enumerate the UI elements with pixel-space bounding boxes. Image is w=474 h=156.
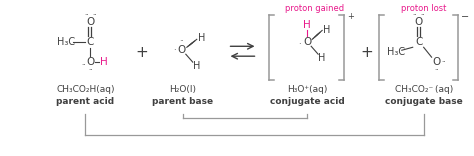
Text: ··: ··: [441, 59, 446, 65]
Text: CH₃CO₂H(aq): CH₃CO₂H(aq): [56, 85, 115, 94]
Text: H: H: [303, 20, 311, 30]
Text: O: O: [415, 17, 423, 27]
Text: ·: ·: [173, 46, 176, 55]
Text: +: +: [361, 45, 374, 60]
Text: O: O: [86, 17, 94, 27]
Text: ··: ··: [420, 13, 425, 19]
Text: O: O: [303, 37, 311, 47]
Text: H₃O⁺(aq): H₃O⁺(aq): [287, 85, 328, 94]
Text: C: C: [415, 37, 422, 47]
Text: H: H: [323, 25, 331, 35]
Text: ·: ·: [298, 40, 301, 49]
Text: ··: ··: [434, 67, 439, 73]
Text: parent acid: parent acid: [56, 97, 114, 106]
Text: H₃C: H₃C: [387, 47, 405, 57]
Text: +: +: [136, 45, 148, 60]
Text: O: O: [178, 45, 186, 55]
Text: CH₃CO₂⁻ (aq): CH₃CO₂⁻ (aq): [394, 85, 453, 94]
Text: ··: ··: [92, 13, 97, 19]
Text: O: O: [432, 57, 441, 67]
Text: conjugate base: conjugate base: [385, 97, 463, 106]
Text: O: O: [86, 57, 94, 67]
Text: −: −: [461, 12, 470, 22]
Text: proton lost: proton lost: [401, 4, 447, 13]
Text: parent base: parent base: [152, 97, 213, 106]
Text: H: H: [100, 57, 108, 67]
Text: ··: ··: [412, 13, 417, 19]
Text: proton gained: proton gained: [284, 4, 344, 13]
Text: +: +: [347, 12, 355, 21]
Text: H: H: [319, 53, 326, 63]
Text: ··: ··: [84, 13, 89, 19]
Text: ··: ··: [81, 62, 85, 68]
Text: ··: ··: [180, 37, 184, 46]
Text: ··: ··: [88, 67, 92, 73]
Text: H₃C: H₃C: [57, 37, 75, 47]
Text: C: C: [87, 37, 94, 47]
Text: H: H: [193, 61, 201, 71]
Text: H: H: [198, 33, 205, 43]
Text: conjugate acid: conjugate acid: [270, 97, 345, 106]
Text: H₂O(l): H₂O(l): [169, 85, 196, 94]
